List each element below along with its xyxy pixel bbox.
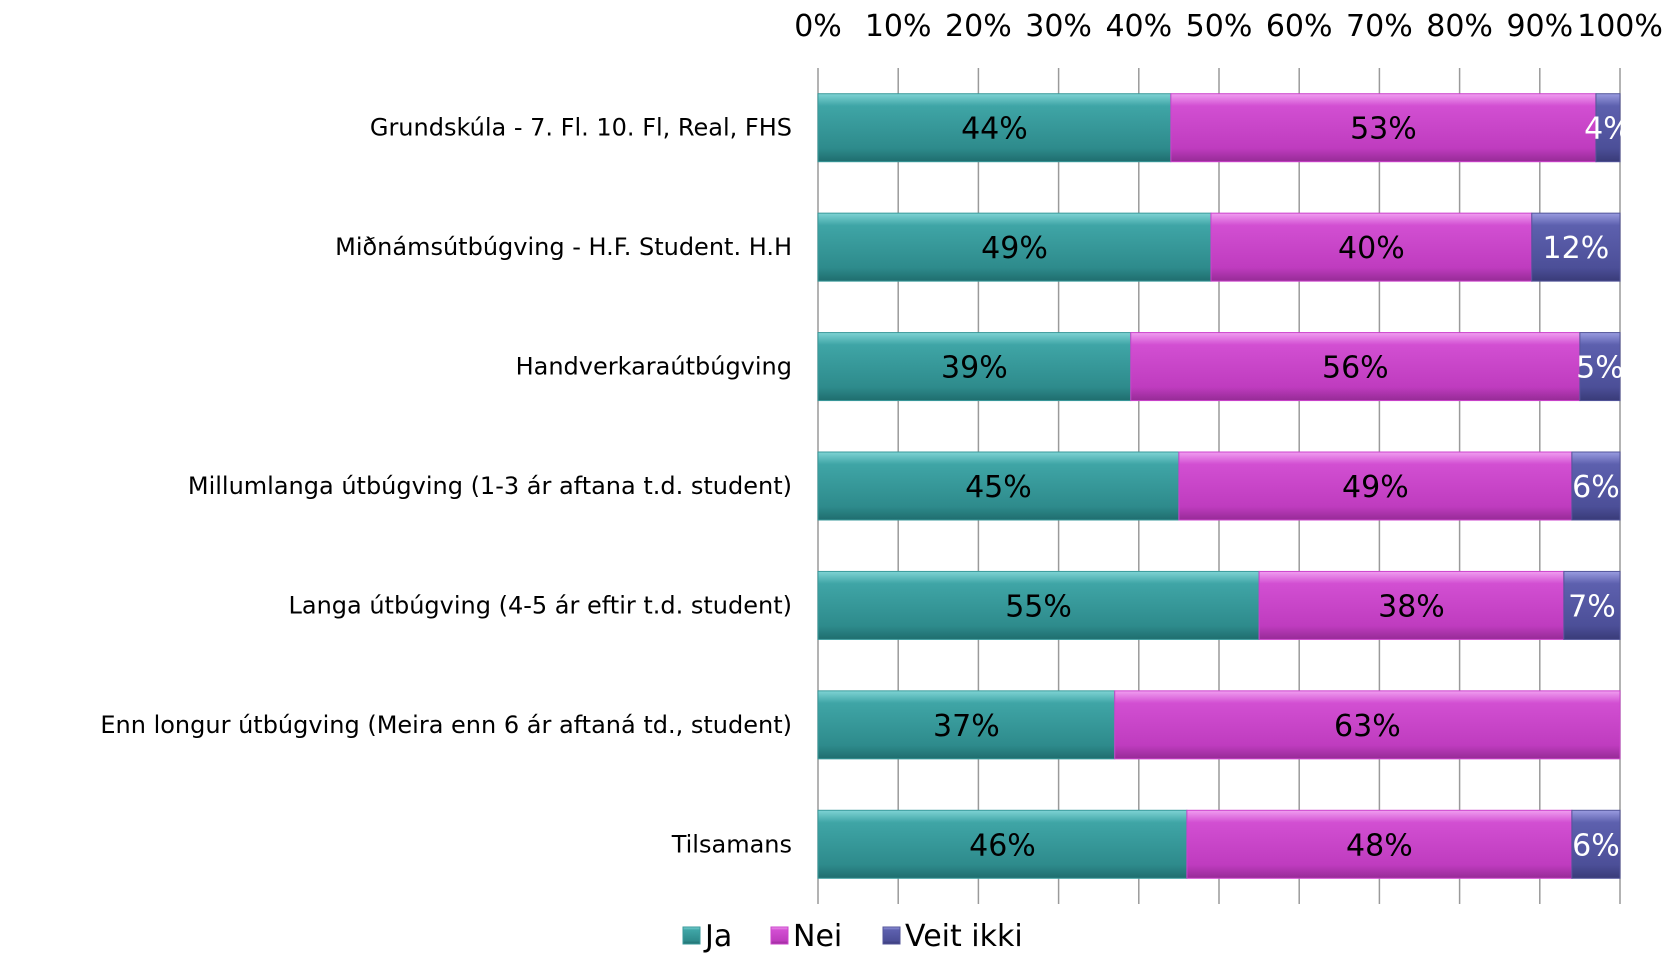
data-label: 5% [1576,351,1624,386]
data-label: 4% [1584,112,1632,147]
x-tick-label: 100% [1577,9,1663,44]
data-label: 46% [969,828,1036,863]
x-tick-label: 10% [865,9,932,44]
category-label: Millumlanga útbúgving (1-3 ár aftana t.d… [188,472,792,500]
legend-label: Ja [703,919,732,954]
bar-segment [817,93,1172,163]
data-label: 6% [1572,828,1620,863]
bar-segment [1258,570,1565,640]
category-label: Tilsamans [671,830,792,858]
legend-swatch [682,926,701,945]
bar-segment [1595,93,1621,163]
x-axis-ticks: 0% 10% 20% 30% 40% 50% 60% 70% 80% 90% 100% [794,9,1663,44]
bar-segment [817,212,1212,282]
data-label: 38% [1378,589,1445,624]
data-label: 55% [1005,589,1072,624]
bar-segment [817,690,1116,760]
bar-segment [1531,212,1621,282]
bar-segment [817,451,1180,521]
bar-segment [1563,570,1621,640]
category-label: Langa útbúgving (4-5 ár eftir t.d. stude… [288,591,792,619]
data-label: 44% [961,112,1028,147]
data-label: 49% [1342,470,1409,505]
x-tick-label: 40% [1105,9,1172,44]
data-label: 6% [1572,470,1620,505]
bar-row: 44% 53% 4% [817,93,1632,163]
legend-swatch [770,926,789,945]
x-tick-label: 30% [1025,9,1092,44]
x-tick-label: 60% [1266,9,1333,44]
bar-segment [817,332,1132,402]
bar-segment [1579,332,1621,402]
bar-row: 55% 38% 7% [817,570,1621,640]
data-label: 39% [941,351,1008,386]
legend-swatch [882,926,901,945]
bar-segment [1210,212,1533,282]
x-tick-label: 80% [1426,9,1493,44]
category-labels: Grundskúla - 7. Fl. 10. Fl, Real, FHS Mið… [100,114,792,859]
data-label: 40% [1338,231,1405,266]
data-label: 49% [981,231,1048,266]
bars: 44% 53% 4% 49% 40% 12% 39% 56% 5% 45% 49% 6% 55% 38% 7… [817,93,1632,879]
bar-row: 39% 56% 5% [817,332,1624,402]
data-label: 7% [1568,589,1616,624]
x-tick-label: 50% [1186,9,1253,44]
legend: Ja Nei Veit ikki [682,919,1023,954]
bar-segment [1571,809,1621,879]
bar-row: 49% 40% 12% [817,212,1621,282]
bar-segment [1178,451,1573,521]
bar-segment [1571,451,1621,521]
data-label: 53% [1350,112,1417,147]
category-label: Grundskúla - 7. Fl. 10. Fl, Real, FHS [370,114,792,142]
data-label: 56% [1322,351,1389,386]
legend-item: Nei [770,919,842,954]
data-label: 12% [1543,231,1610,266]
category-label: Miðnámsútbúgving - H.F. Student. H.H [335,233,792,261]
bar-segment [1186,809,1573,879]
bar-segment [1170,93,1597,163]
x-tick-label: 70% [1346,9,1413,44]
category-label: Enn longur útbúgving (Meira enn 6 ár aft… [100,711,792,739]
bar-segment [817,809,1188,879]
x-tick-label: 90% [1506,9,1573,44]
data-label: 48% [1346,828,1413,863]
legend-label: Veit ikki [905,919,1023,954]
category-label: Handverkaraútbúgving [516,353,792,381]
x-tick-label: 20% [945,9,1012,44]
x-tick-label: 0% [794,9,842,44]
data-label: 37% [933,709,1000,744]
bar-segment [1114,690,1621,760]
legend-label: Nei [793,919,842,954]
bar-row: 45% 49% 6% [817,451,1621,521]
bar-row: 46% 48% 6% [817,809,1621,879]
bar-row: 37% 63% [817,690,1621,760]
legend-item: Veit ikki [882,919,1023,954]
data-label: 63% [1334,709,1401,744]
data-label: 45% [965,470,1032,505]
legend-item: Ja [682,919,732,954]
bar-segment [817,570,1260,640]
